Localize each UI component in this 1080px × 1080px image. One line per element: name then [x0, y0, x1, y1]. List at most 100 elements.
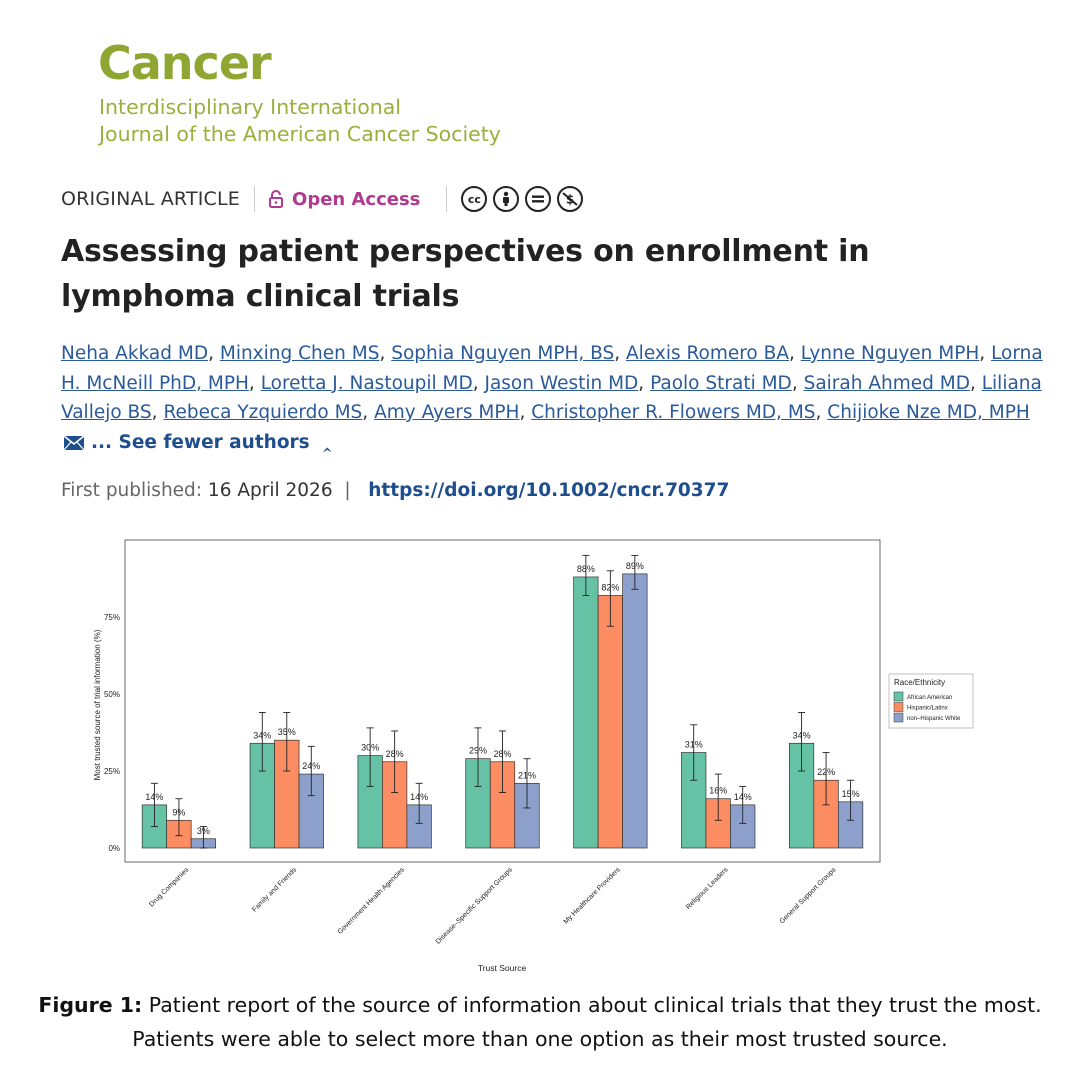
cc-icon: cc — [461, 186, 488, 212]
x-tick-label: Drug Companies — [148, 866, 190, 908]
author-separator: , — [791, 372, 804, 394]
bar-chart: 0% 25% 50% 75%Most trusted source of trial … — [93, 539, 974, 973]
data-label: 30% — [361, 743, 379, 753]
y-tick-label: 50% — [104, 690, 120, 699]
journal-subtitle-line1: Interdisciplinary International — [99, 95, 401, 119]
legend-swatch — [893, 712, 904, 723]
x-tick-label: Religious Leaders — [685, 866, 730, 911]
journal-logo[interactable]: Cancer — [98, 36, 272, 90]
x-tick-label: Disease–Specific Support Groups — [435, 866, 515, 946]
author-separator: , — [638, 372, 651, 394]
data-label: 22% — [817, 767, 835, 777]
legend-swatch — [893, 691, 904, 702]
author-link[interactable]: Sophia Nguyen MPH, BS — [391, 343, 615, 364]
article-meta-row: ORIGINAL ARTICLE Open Access cc $ — [61, 184, 584, 214]
author-link[interactable]: Alexis Romero BA — [626, 343, 789, 364]
x-axis-label: Trust Source — [478, 963, 527, 973]
data-label: 3% — [197, 826, 210, 836]
data-label: 14% — [145, 792, 163, 802]
author-separator: , — [362, 402, 375, 423]
author-separator: , — [815, 402, 828, 423]
y-tick-label: 75% — [104, 613, 120, 622]
data-label: 14% — [734, 792, 752, 802]
author-separator: , — [788, 343, 801, 364]
author-separator: , — [248, 372, 261, 394]
author-link[interactable]: Sairah Ahmed MD — [803, 372, 970, 394]
author-link[interactable]: Lorna H. McNeill PhD, MPH — [61, 343, 1043, 394]
journal-subtitle: Interdisciplinary International Journal … — [99, 94, 501, 148]
doi-link[interactable]: https://doi.org/10.1002/cncr.70377 — [368, 480, 730, 501]
data-label: 28% — [386, 749, 404, 759]
author-separator: , — [379, 343, 392, 364]
article-type: ORIGINAL ARTICLE — [61, 188, 241, 210]
data-label: 35% — [278, 727, 296, 737]
x-tick-label: General Support Groups — [779, 866, 838, 925]
author-link[interactable]: Neha Akkad MD — [61, 343, 209, 364]
article-title: Assessing patient perspectives on enroll… — [61, 234, 870, 314]
data-label: 14% — [410, 792, 428, 802]
author-link[interactable]: Loretta J. Nastoupil MD — [260, 372, 473, 394]
figure-caption: Figure 1: Patient report of the source o… — [30, 988, 1050, 1056]
data-label: 31% — [685, 740, 703, 750]
data-label: 9% — [172, 807, 185, 817]
data-label: 24% — [302, 761, 320, 771]
open-access-label: Open Access — [292, 188, 421, 210]
data-label: 89% — [626, 561, 644, 571]
author-separator: , — [472, 372, 485, 394]
author-link[interactable]: Paolo Strati MD — [650, 372, 792, 394]
x-tick-label: My Healthcare Providers — [563, 866, 622, 925]
author-link[interactable]: Chijioke Nze MD, MPH — [827, 402, 1030, 423]
y-axis-label: Most trusted source of trial information… — [93, 629, 102, 780]
envelope-icon[interactable] — [63, 434, 85, 451]
author-separator: , — [151, 402, 164, 423]
no-derivatives-icon — [525, 186, 552, 212]
data-label: 34% — [253, 730, 271, 740]
published-date: 16 April 2026 — [207, 480, 333, 501]
y-tick-label: 25% — [104, 767, 120, 776]
legend-entry: Hispanic/Latinx — [907, 706, 948, 712]
see-fewer-authors-toggle[interactable]: ... See fewer authors — [91, 431, 310, 453]
attribution-icon — [493, 186, 520, 212]
author-link[interactable]: Jason Westin MD — [484, 372, 639, 394]
legend-title: Race/Ethnicity — [894, 678, 945, 687]
figure-1: 0% 25% 50% 75% Most trusted source of trial … — [0, 535, 1080, 980]
caption-text: Patient report of the source of informat… — [132, 993, 1042, 1051]
license-icons[interactable]: cc $ — [461, 186, 584, 212]
data-label: 88% — [577, 564, 595, 574]
author-separator: , — [979, 343, 992, 364]
author-separator: , — [614, 343, 627, 364]
author-link[interactable]: Lynne Nguyen MPH — [800, 343, 980, 364]
published-label: First published: — [61, 480, 203, 501]
data-label: 15% — [842, 789, 860, 799]
author-list: Neha Akkad MD, Minxing Chen MS, Sophia N… — [61, 339, 1051, 458]
open-access-badge[interactable]: Open Access — [269, 189, 420, 210]
bar — [597, 595, 623, 849]
caption-label: Figure 1: — [38, 993, 143, 1017]
author-link[interactable]: Liliana Vallejo BS — [61, 372, 1042, 424]
author-link[interactable]: Christopher R. Flowers MD, MS — [531, 402, 816, 423]
author-separator: , — [969, 372, 982, 394]
author-separator: , — [208, 343, 220, 364]
x-tick-label: Government Health Agencies — [337, 866, 407, 936]
author-link[interactable]: Amy Ayers MPH — [374, 402, 520, 423]
data-label: 82% — [601, 582, 619, 592]
x-tick-label: Family and Friends — [251, 866, 298, 913]
data-label: 21% — [518, 770, 536, 780]
data-label: 16% — [709, 786, 727, 796]
data-label: 34% — [793, 730, 811, 740]
legend-entry: African American — [907, 695, 952, 701]
data-label: 28% — [493, 749, 511, 759]
legend-entry: non–Hispanic White — [907, 716, 961, 722]
chevron-up-icon[interactable]: ‸ — [321, 433, 333, 452]
y-tick-label: 0% — [108, 844, 120, 853]
divider — [254, 186, 256, 212]
divider — [446, 186, 448, 212]
author-separator: , — [519, 402, 532, 423]
non-commercial-icon: $ — [557, 186, 584, 212]
author-link[interactable]: Minxing Chen MS — [219, 343, 380, 364]
unlock-icon — [269, 190, 284, 208]
divider: | — [338, 480, 363, 501]
author-link[interactable]: Rebeca Yzquierdo MS — [163, 402, 363, 423]
publication-info: First published: 16 April 2026 | https:/… — [61, 480, 729, 501]
data-label: 29% — [469, 746, 487, 756]
